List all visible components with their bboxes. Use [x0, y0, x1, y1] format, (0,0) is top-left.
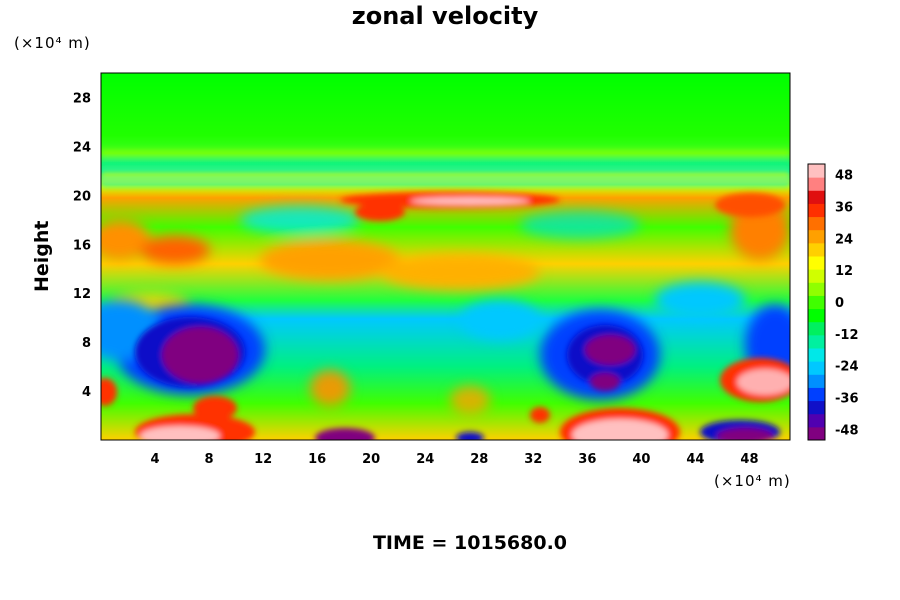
colorbar-tick-label: 36	[835, 200, 853, 215]
colorbar-tick-label: -24	[835, 360, 859, 375]
x-tick-label: 36	[578, 452, 596, 467]
x-tick-label: 40	[632, 452, 650, 467]
x-tick-label: 12	[254, 452, 272, 467]
time-label: TIME = 1015680.0	[372, 532, 568, 554]
colorbar-tick-label: 48	[835, 169, 853, 184]
x-axis-ticks: 4 8 12 16 20 24 28 32 36 40 44 48	[151, 452, 759, 467]
colorbar-swatch	[808, 216, 825, 231]
y-tick-label: 8	[82, 336, 91, 351]
colorbar-swatch	[808, 164, 825, 178]
y-tick-label: 24	[73, 140, 91, 155]
x-tick-label: 28	[470, 452, 488, 467]
colorbar-swatch	[808, 413, 825, 428]
colorbar-swatch	[808, 374, 825, 388]
colorbar-swatch	[808, 426, 825, 441]
x-tick-label: 48	[740, 452, 758, 467]
colorbar-swatch	[808, 269, 825, 283]
colorbar-swatch	[808, 229, 825, 244]
chart-title: zonal velocity	[351, 2, 539, 30]
y-tick-label: 16	[73, 238, 91, 253]
colorbar-swatch	[808, 242, 825, 257]
colorbar-swatch	[808, 256, 825, 270]
colorbar-tick-label: 0	[835, 296, 844, 311]
y-tick-label: 4	[82, 385, 91, 400]
colorbar-swatch	[808, 177, 825, 191]
x-tick-label: 8	[205, 452, 214, 467]
colorbar-tick-label: -36	[835, 392, 859, 407]
colorbar-tick-label: -12	[835, 328, 859, 343]
x-axis-unit: (×10⁴ m)	[714, 472, 791, 490]
x-tick-label: 24	[416, 452, 434, 467]
heatmap-field	[101, 73, 790, 440]
colorbar-frame	[807, 163, 826, 441]
x-tick-label: 32	[524, 452, 542, 467]
colorbar-swatch	[808, 348, 825, 362]
y-tick-label: 28	[73, 91, 91, 106]
colorbar-swatch	[808, 282, 825, 296]
colorbar-swatch	[808, 203, 825, 218]
y-axis-ticks: 4 8 12 16 20 24 28	[73, 91, 91, 400]
x-tick-label: 16	[308, 452, 326, 467]
colorbar-swatch	[808, 400, 825, 415]
colorbar-swatch	[808, 361, 825, 375]
y-tick-label: 12	[73, 287, 91, 302]
colorbar-tick-label: -48	[835, 423, 859, 438]
colorbar-tick-label: 24	[835, 232, 853, 247]
colorbar-swatch	[808, 295, 825, 310]
colorbar: 48 36 24 12 0 -12 -24 -36 -48	[807, 163, 859, 441]
colorbar-swatch	[808, 321, 825, 336]
y-axis-unit: (×10⁴ m)	[14, 34, 91, 52]
colorbar-swatch	[808, 190, 825, 204]
colorbar-swatch	[808, 334, 825, 349]
x-tick-label: 20	[362, 452, 380, 467]
y-tick-label: 20	[73, 189, 91, 204]
colorbar-tick-label: 12	[835, 264, 853, 279]
x-tick-label: 4	[151, 452, 160, 467]
colorbar-swatch	[808, 308, 825, 323]
x-tick-label: 44	[686, 452, 704, 467]
colorbar-swatch	[808, 387, 825, 402]
